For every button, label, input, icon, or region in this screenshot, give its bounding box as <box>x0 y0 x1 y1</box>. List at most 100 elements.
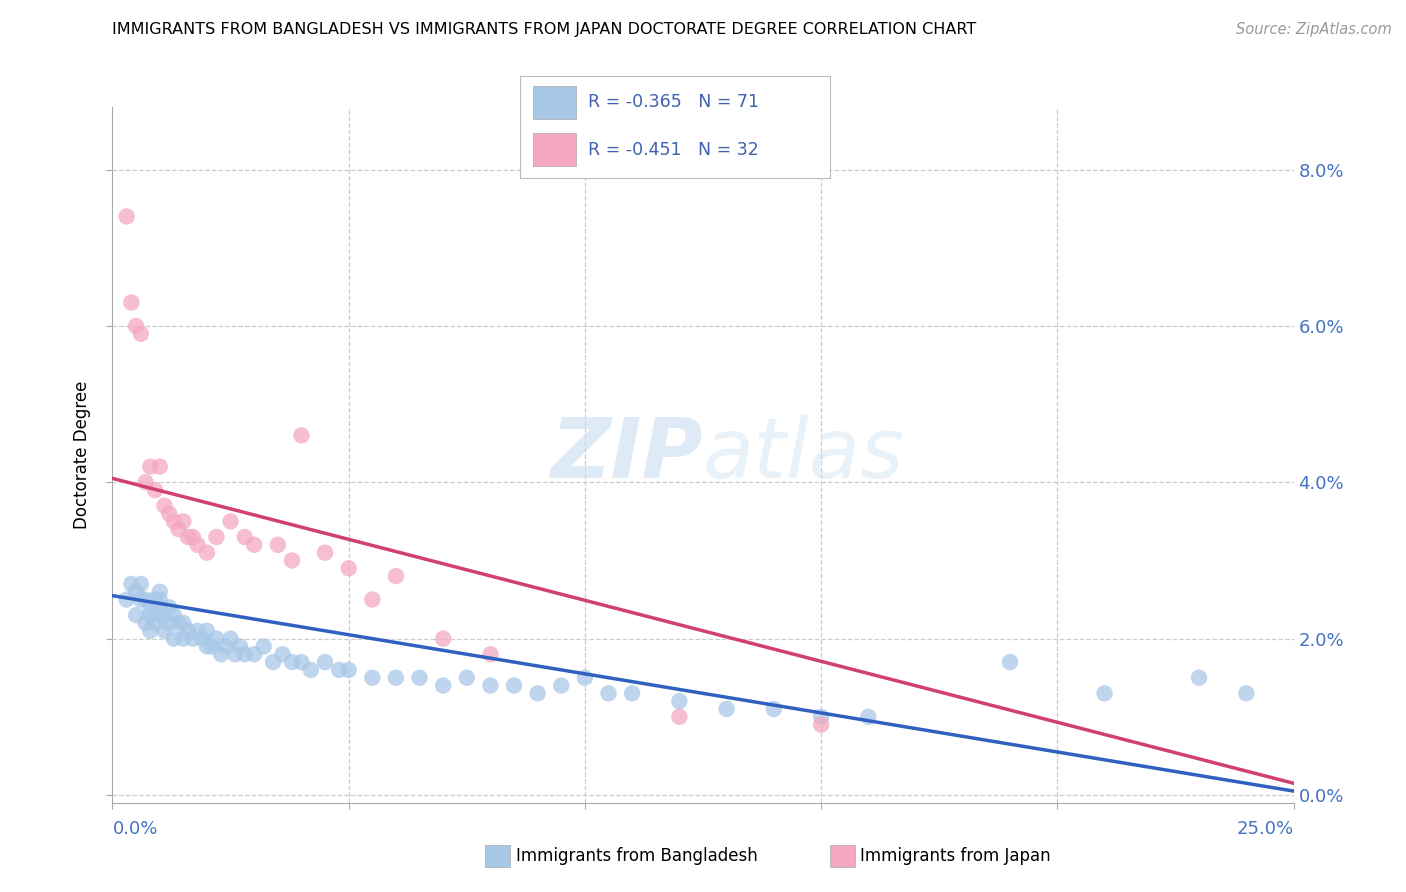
Point <box>149 459 172 474</box>
Point <box>385 569 408 583</box>
FancyBboxPatch shape <box>533 87 576 119</box>
Point <box>408 671 430 685</box>
Point <box>550 679 572 693</box>
Point <box>299 663 322 677</box>
Point <box>172 632 194 646</box>
Point <box>271 647 294 661</box>
Point <box>143 615 166 630</box>
Point <box>233 530 256 544</box>
Text: ZIP: ZIP <box>550 415 703 495</box>
Point <box>149 600 172 615</box>
Text: Immigrants from Bangladesh: Immigrants from Bangladesh <box>516 847 758 865</box>
Text: R = -0.451   N = 32: R = -0.451 N = 32 <box>588 141 759 159</box>
Point <box>262 655 284 669</box>
Text: IMMIGRANTS FROM BANGLADESH VS IMMIGRANTS FROM JAPAN DOCTORATE DEGREE CORRELATION: IMMIGRANTS FROM BANGLADESH VS IMMIGRANTS… <box>112 22 977 37</box>
Point <box>139 624 162 638</box>
Point <box>209 647 232 661</box>
Point <box>432 632 454 646</box>
Point <box>163 632 186 646</box>
Point <box>149 592 172 607</box>
Point <box>361 671 384 685</box>
Point <box>167 522 190 536</box>
Text: Immigrants from Japan: Immigrants from Japan <box>860 847 1052 865</box>
Point <box>810 717 832 731</box>
Point <box>181 530 204 544</box>
Point <box>129 592 152 607</box>
Point <box>195 624 218 638</box>
Point <box>243 538 266 552</box>
Point <box>167 615 190 630</box>
Point <box>143 483 166 497</box>
FancyBboxPatch shape <box>533 133 576 166</box>
Point <box>762 702 785 716</box>
Point <box>314 655 336 669</box>
Point <box>115 210 138 224</box>
Text: 0.0%: 0.0% <box>112 820 157 838</box>
Point <box>229 640 252 654</box>
Point <box>668 694 690 708</box>
Point <box>181 632 204 646</box>
Point <box>219 632 242 646</box>
Point <box>314 546 336 560</box>
Point <box>177 624 200 638</box>
Point <box>432 679 454 693</box>
Point <box>456 671 478 685</box>
Point <box>219 514 242 528</box>
Point <box>153 499 176 513</box>
Point <box>337 663 360 677</box>
Point <box>290 655 312 669</box>
Point <box>125 608 148 623</box>
Point <box>998 655 1021 669</box>
Point <box>125 584 148 599</box>
Point <box>337 561 360 575</box>
Point <box>281 655 304 669</box>
Point <box>186 624 208 638</box>
Point <box>215 640 238 654</box>
Point <box>120 295 142 310</box>
Point <box>1188 671 1211 685</box>
Point <box>243 647 266 661</box>
Point <box>668 710 690 724</box>
Point <box>163 514 186 528</box>
Point <box>253 640 276 654</box>
Point <box>201 640 224 654</box>
Point <box>716 702 738 716</box>
Point <box>172 514 194 528</box>
Point <box>1094 686 1116 700</box>
Point <box>125 318 148 333</box>
Point <box>139 459 162 474</box>
Point <box>157 507 180 521</box>
Point <box>195 546 218 560</box>
Point <box>157 600 180 615</box>
Point <box>195 640 218 654</box>
Point <box>172 615 194 630</box>
Point <box>186 538 208 552</box>
Point <box>135 615 157 630</box>
Point <box>224 647 246 661</box>
Point <box>115 592 138 607</box>
Point <box>153 624 176 638</box>
Text: Source: ZipAtlas.com: Source: ZipAtlas.com <box>1236 22 1392 37</box>
Point <box>598 686 620 700</box>
Point <box>205 632 228 646</box>
Y-axis label: Doctorate Degree: Doctorate Degree <box>73 381 91 529</box>
Point <box>157 615 180 630</box>
Point <box>621 686 644 700</box>
Point <box>574 671 596 685</box>
Point <box>503 679 526 693</box>
Text: R = -0.365   N = 71: R = -0.365 N = 71 <box>588 94 759 112</box>
Text: 25.0%: 25.0% <box>1236 820 1294 838</box>
Point <box>149 584 172 599</box>
Text: atlas: atlas <box>703 415 904 495</box>
Point <box>385 671 408 685</box>
Point <box>143 592 166 607</box>
Point <box>153 608 176 623</box>
Point <box>135 592 157 607</box>
Point <box>191 632 214 646</box>
Point <box>858 710 880 724</box>
Point <box>139 608 162 623</box>
Point <box>1234 686 1257 700</box>
Point <box>120 577 142 591</box>
Point <box>205 530 228 544</box>
Point <box>267 538 290 552</box>
